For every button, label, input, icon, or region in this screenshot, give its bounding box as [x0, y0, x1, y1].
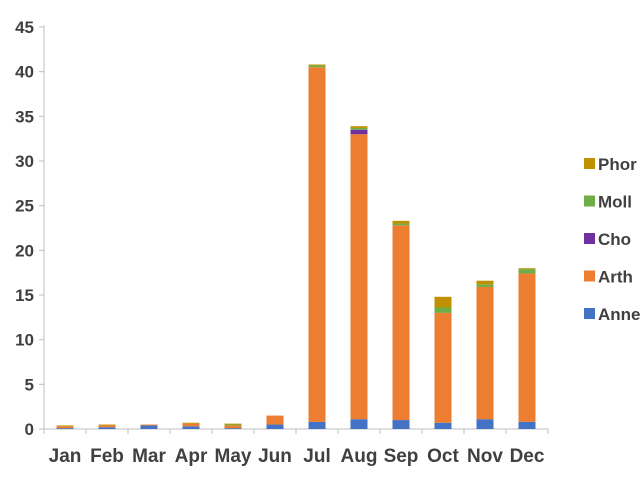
bar-segment-arth-oct	[434, 312, 452, 423]
bar-segment-arth-apr	[182, 423, 200, 427]
x-tick-label: Oct	[427, 446, 459, 467]
y-tick-label: 40	[15, 63, 34, 82]
bar-segment-cho-aug	[350, 129, 368, 135]
y-tick-label: 45	[15, 18, 34, 37]
legend-label-moll: Moll	[598, 193, 632, 212]
y-tick-label: 10	[15, 331, 34, 350]
x-tick-label: Sep	[384, 446, 419, 467]
bar-segment-anne-jul	[308, 421, 326, 429]
bar-segment-moll-dec	[518, 269, 536, 274]
x-tick-label: Feb	[90, 446, 124, 467]
bars	[56, 64, 536, 429]
bar-segment-phor-dec	[518, 268, 536, 270]
bar-segment-phor-may	[224, 423, 242, 425]
bar-segment-moll-may	[224, 424, 242, 426]
bar-segment-anne-sep	[392, 420, 410, 429]
x-tick-label: Jul	[303, 446, 330, 467]
y-tick-label: 0	[25, 420, 34, 439]
bar-segment-arth-jun	[266, 415, 284, 425]
bar-segment-anne-aug	[350, 419, 368, 429]
bar-segment-phor-sep	[392, 220, 410, 224]
bar-segment-arth-jul	[308, 67, 326, 422]
x-tick-label: Jun	[258, 446, 292, 467]
bar-segment-phor-nov	[476, 280, 494, 285]
legend-swatch-arth	[584, 270, 595, 282]
bar-segment-phor-jan	[56, 425, 74, 427]
y-axis: 0 5 10 15 20 25 30 35 40 45	[15, 18, 45, 439]
x-tick-label: Jan	[49, 446, 82, 467]
bar-segment-anne-feb	[98, 427, 116, 429]
bar-segment-anne-nov	[476, 419, 494, 429]
legend-swatch-cho	[584, 233, 595, 244]
x-tick-label: Aug	[341, 446, 378, 467]
bar-segment-phor-apr	[182, 422, 200, 424]
bar-segment-moll-nov	[476, 284, 494, 287]
legend-swatch-anne	[584, 308, 595, 319]
y-tick-label: 20	[15, 241, 34, 260]
bar-segment-anne-apr	[182, 426, 200, 429]
bar-segment-arth-sep	[392, 225, 410, 421]
bar-segment-arth-may	[224, 425, 242, 429]
bar-segment-phor-feb	[98, 424, 116, 426]
bar-segment-moll-oct	[434, 307, 452, 313]
bar-segment-anne-may	[224, 428, 242, 429]
legend-label-arth: Arth	[598, 268, 633, 287]
x-tick-label: Mar	[132, 446, 166, 467]
bar-segment-anne-dec	[518, 421, 536, 429]
legend-label-phor: Phor	[598, 155, 637, 174]
bar-segment-anne-mar	[140, 425, 158, 429]
bar-segment-anne-jun	[266, 424, 284, 429]
bar-segment-anne-oct	[434, 422, 452, 429]
bar-segment-phor-oct	[434, 296, 452, 308]
y-tick-label: 5	[25, 375, 34, 394]
y-tick-label: 30	[15, 152, 34, 171]
x-tick-label: Dec	[510, 446, 545, 467]
bar-segment-moll-aug	[350, 127, 368, 130]
bar-segment-moll-jul	[308, 65, 326, 68]
bar-segment-anne-jan	[56, 428, 74, 429]
bar-segment-arth-feb	[98, 425, 116, 428]
bar-segment-moll-sep	[392, 223, 410, 226]
legend-label-cho: Cho	[598, 230, 631, 249]
bar-segment-arth-jan	[56, 426, 74, 429]
x-axis: Jan Feb Mar Apr May Jun Jul Aug Sep Oct Nov Dec	[43, 428, 549, 467]
legend-label-anne: Anne	[598, 305, 640, 324]
bar-segment-arth-mar	[140, 424, 158, 426]
legend-swatch-moll	[584, 195, 595, 207]
legend-swatch-phor	[584, 158, 595, 169]
bar-segment-arth-aug	[350, 134, 368, 420]
y-tick-label: 25	[15, 197, 34, 216]
x-tick-label: May	[215, 446, 252, 467]
bar-segment-arth-dec	[518, 273, 536, 422]
bar-segment-phor-jul	[308, 64, 326, 66]
bar-segment-phor-aug	[350, 126, 368, 128]
bar-segment-arth-nov	[476, 286, 494, 420]
legend: Phor Moll Cho Arth Anne	[584, 155, 640, 324]
y-tick-label: 35	[15, 107, 34, 126]
y-tick-label: 15	[15, 286, 34, 305]
x-tick-label: Apr	[175, 446, 208, 467]
x-tick-label: Nov	[467, 446, 503, 467]
